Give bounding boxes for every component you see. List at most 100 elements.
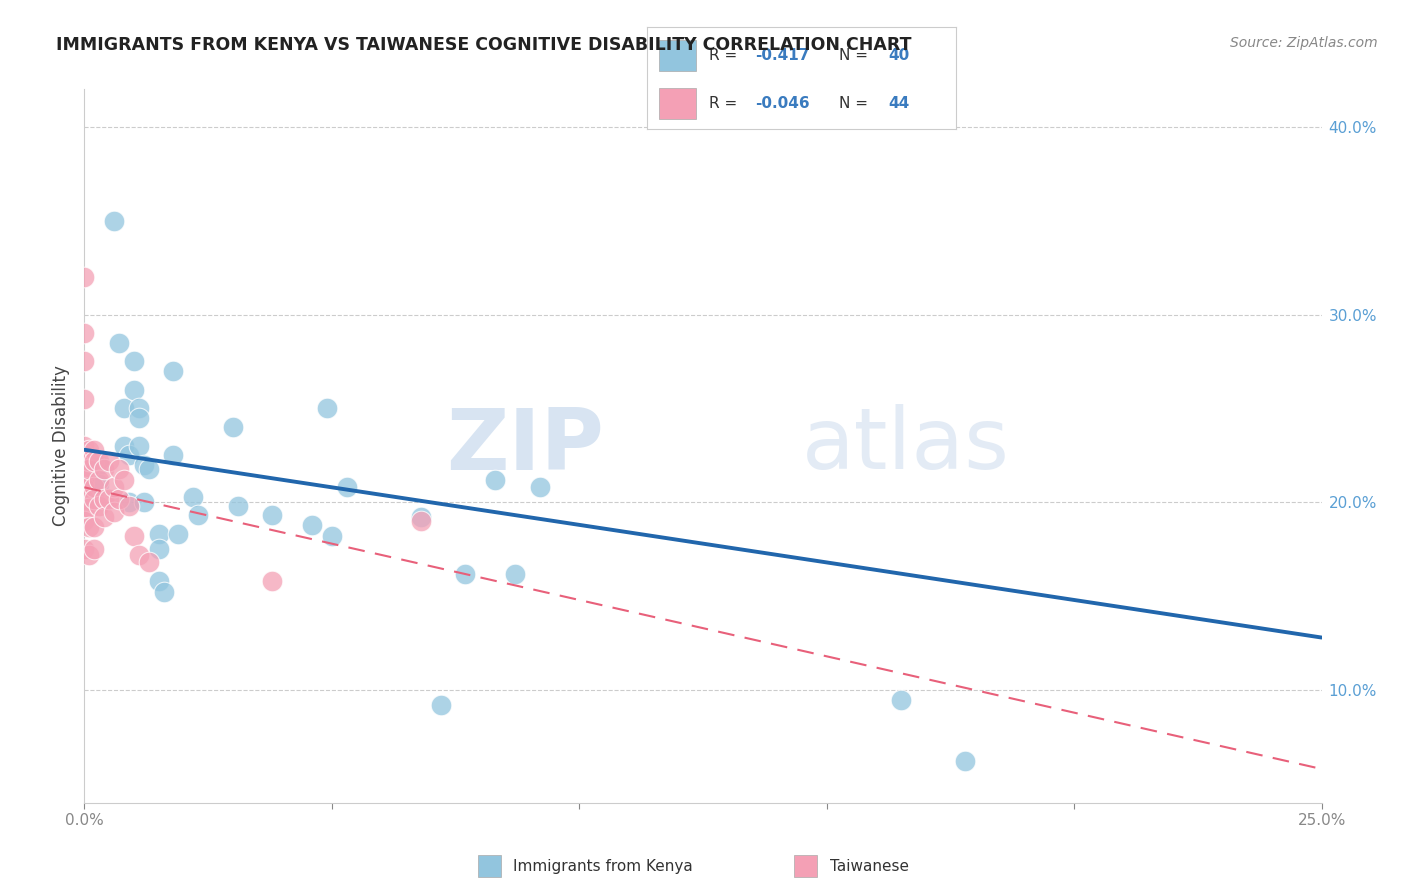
Point (73, 354, 96, 368)
Point (409, 510, 432, 524)
Text: ZIP: ZIP (446, 404, 605, 488)
Point (73, 500, 96, 515)
Point (262, 508, 284, 523)
Point (79, 461, 101, 475)
Point (122, 354, 145, 368)
Point (98, 491, 121, 506)
Text: Taiwanese: Taiwanese (830, 859, 908, 873)
Point (89, 454, 111, 468)
Text: R =: R = (709, 96, 742, 112)
Point (103, 505, 125, 519)
Point (148, 574, 170, 589)
Point (187, 508, 209, 523)
Text: N =: N = (838, 96, 872, 112)
Text: 40: 40 (889, 48, 910, 63)
Point (262, 574, 284, 589)
Point (83, 491, 105, 506)
Point (89, 499, 111, 513)
Point (112, 401, 135, 416)
Point (73, 542, 96, 557)
Point (103, 480, 125, 494)
Point (132, 495, 155, 509)
Point (167, 527, 190, 541)
Point (890, 692, 912, 706)
Text: -0.417: -0.417 (755, 48, 810, 63)
Point (73, 514, 96, 528)
Point (181, 490, 204, 504)
Point (83, 480, 105, 494)
Text: N =: N = (838, 48, 872, 63)
Point (429, 698, 451, 713)
Point (128, 548, 150, 562)
Point (89, 473, 111, 487)
Text: atlas: atlas (801, 404, 1010, 488)
Point (222, 420, 245, 434)
Point (73, 491, 96, 506)
Point (484, 473, 506, 487)
Point (73, 480, 96, 494)
Point (122, 383, 145, 397)
Point (108, 461, 131, 475)
Point (73, 461, 96, 475)
Point (89, 458, 111, 472)
Point (79, 520, 101, 534)
Text: Immigrants from Kenya: Immigrants from Kenya (513, 859, 693, 873)
Text: R =: R = (709, 48, 742, 63)
Point (336, 480, 359, 494)
Point (93, 510, 115, 524)
Point (138, 461, 160, 475)
Point (315, 401, 337, 416)
Text: IMMIGRANTS FROM KENYA VS TAIWANESE COGNITIVE DISABILITY CORRELATION CHART: IMMIGRANTS FROM KENYA VS TAIWANESE COGNI… (56, 36, 911, 54)
Point (93, 461, 115, 475)
Point (83, 520, 105, 534)
Text: -0.046: -0.046 (755, 96, 810, 112)
Point (454, 566, 477, 581)
FancyBboxPatch shape (659, 40, 696, 70)
Point (226, 499, 249, 513)
Point (73, 270, 96, 285)
Point (128, 401, 150, 416)
Point (112, 439, 135, 453)
Point (79, 500, 101, 515)
Point (148, 527, 170, 541)
Point (79, 442, 101, 457)
Point (118, 499, 141, 513)
Point (118, 495, 141, 509)
Point (152, 585, 174, 599)
Point (89, 476, 111, 491)
Text: Source: ZipAtlas.com: Source: ZipAtlas.com (1230, 36, 1378, 50)
Point (83, 454, 105, 468)
Point (529, 480, 551, 494)
Point (112, 473, 135, 487)
Point (138, 556, 160, 570)
Point (108, 335, 131, 350)
Point (321, 529, 343, 543)
Point (162, 364, 184, 378)
Point (409, 514, 432, 528)
Point (108, 491, 131, 506)
Point (148, 542, 170, 557)
Point (301, 517, 323, 532)
Point (83, 542, 105, 557)
Text: 44: 44 (889, 96, 910, 112)
Point (79, 454, 101, 468)
Point (128, 439, 150, 453)
Point (162, 449, 184, 463)
Point (73, 439, 96, 453)
Point (98, 454, 121, 468)
Point (83, 442, 105, 457)
Point (103, 213, 125, 227)
Y-axis label: Cognitive Disability: Cognitive Disability (52, 366, 70, 526)
FancyBboxPatch shape (659, 88, 696, 119)
Point (955, 755, 977, 769)
Point (73, 392, 96, 406)
Point (93, 491, 115, 506)
Point (128, 410, 150, 425)
Point (73, 473, 96, 487)
Point (73, 449, 96, 463)
Point (503, 566, 526, 581)
Point (122, 529, 145, 543)
Point (73, 326, 96, 341)
Point (118, 449, 141, 463)
Point (132, 458, 155, 472)
